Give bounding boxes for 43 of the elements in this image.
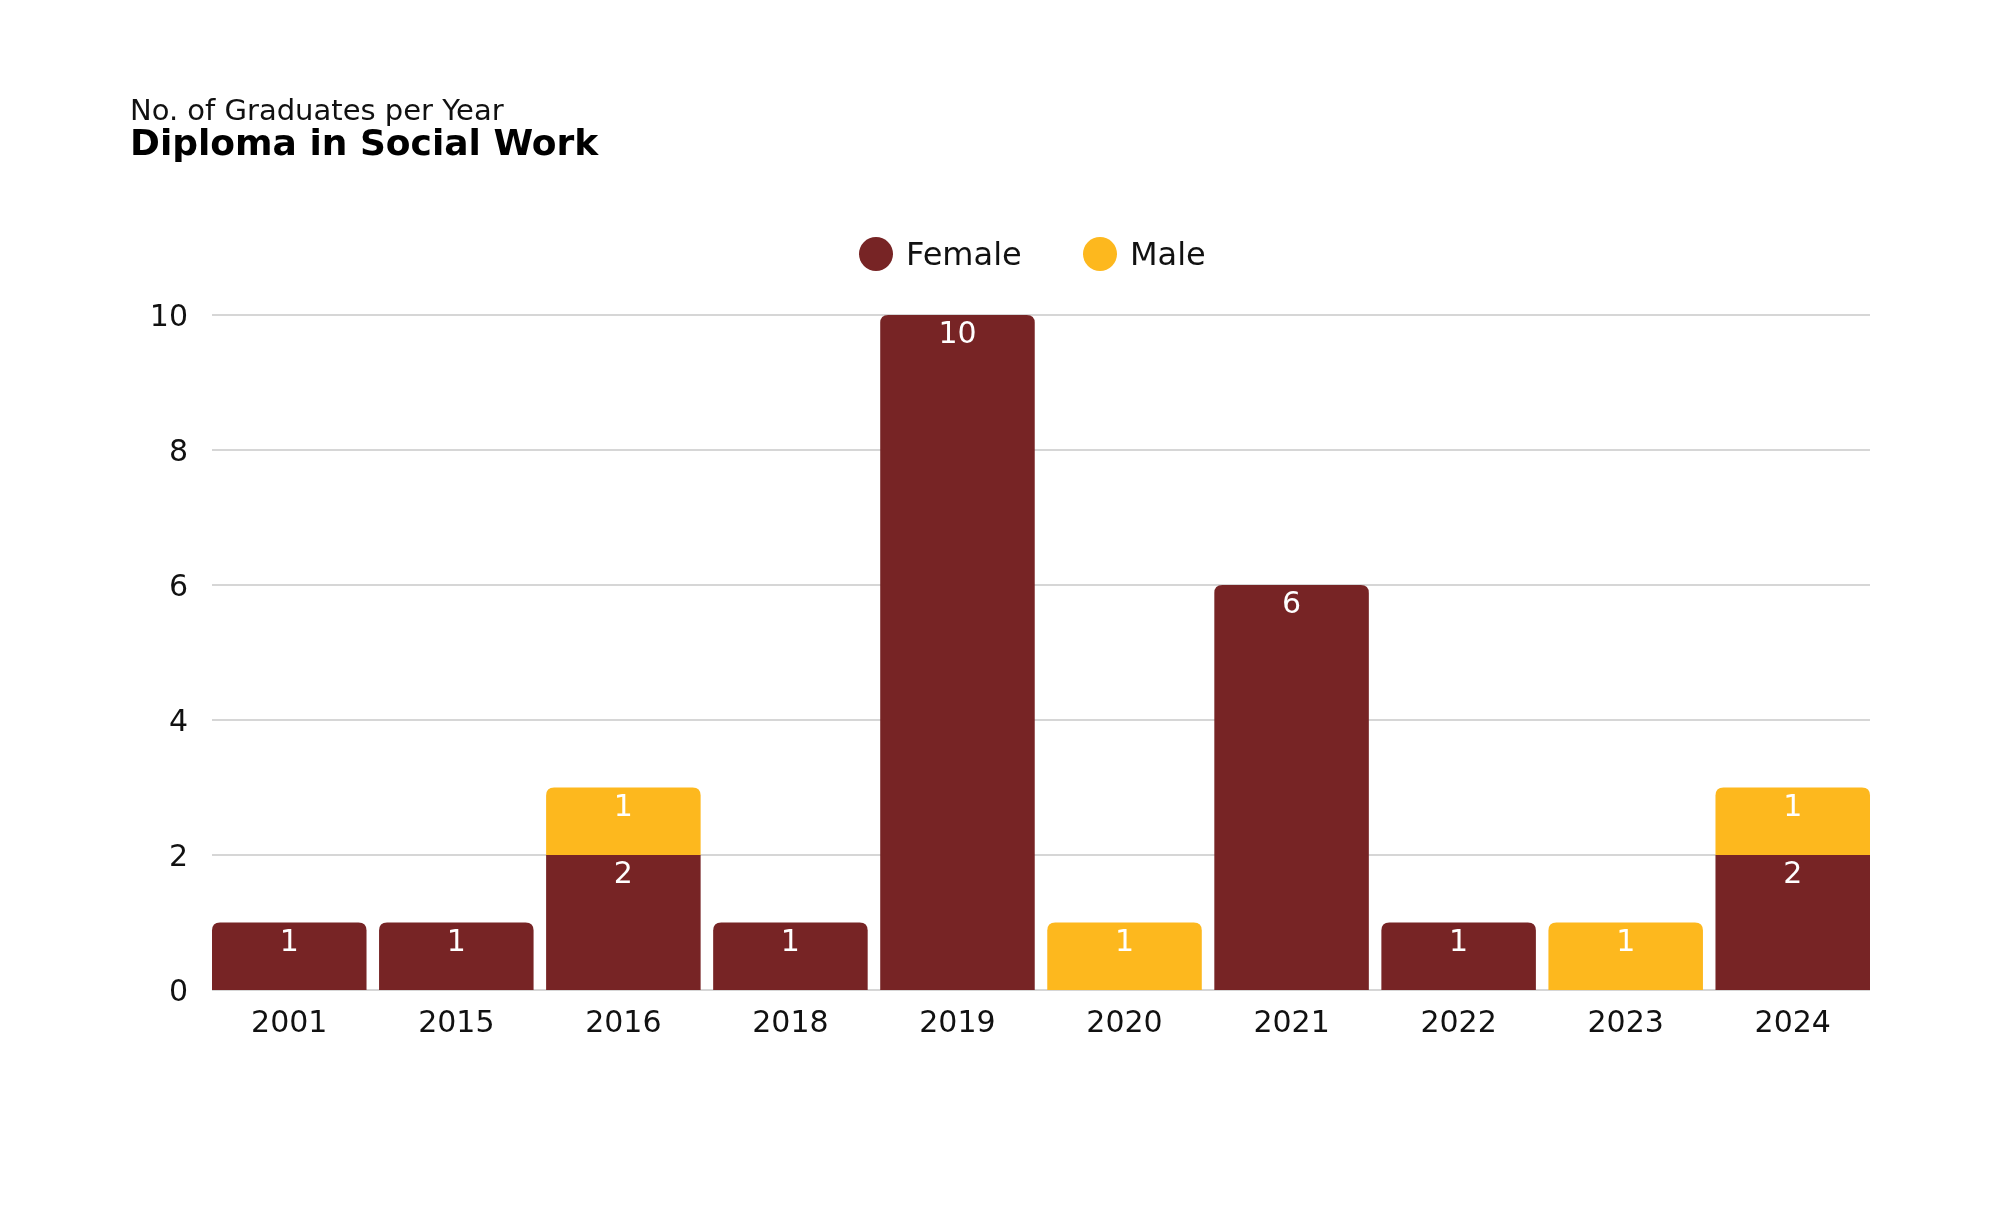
data-label: 1 <box>613 787 633 823</box>
x-tick-label: 2024 <box>1754 1004 1831 1039</box>
data-label: 1 <box>780 922 800 958</box>
data-label: 10 <box>938 315 977 350</box>
data-label: 2 <box>613 855 633 890</box>
x-tick-label: 2023 <box>1587 1004 1664 1039</box>
data-label: 1 <box>1114 922 1135 958</box>
x-tick-label: 2020 <box>1086 1004 1163 1039</box>
chart-subtitle: No. of Graduates per Year <box>130 93 504 127</box>
data-label: 1 <box>279 922 299 958</box>
bar <box>1047 922 1202 990</box>
bar <box>713 922 868 990</box>
data-label: 6 <box>1282 585 1302 620</box>
bar <box>1715 787 1870 855</box>
legend-label: Female <box>906 235 1022 273</box>
bar <box>1715 855 1870 990</box>
x-tick-label: 2015 <box>418 1004 495 1039</box>
bar <box>379 922 534 990</box>
x-tick-label: 2021 <box>1253 1004 1330 1039</box>
x-tick-label: 2001 <box>251 1004 328 1039</box>
y-tick-label: 6 <box>168 568 188 603</box>
data-label: 1 <box>1616 922 1636 958</box>
data-label: 1 <box>446 922 466 958</box>
bar <box>1548 922 1703 990</box>
data-label: 1 <box>1449 922 1469 958</box>
x-tick-label: 2016 <box>585 1004 662 1039</box>
data-label: 1 <box>1783 787 1803 823</box>
bar <box>1214 585 1369 990</box>
y-tick-label: 10 <box>149 298 188 333</box>
y-tick-label: 4 <box>168 703 188 738</box>
y-tick-label: 0 <box>168 973 188 1008</box>
x-tick-label: 2018 <box>752 1004 829 1039</box>
x-tick-label: 2019 <box>919 1004 996 1039</box>
bar <box>880 315 1035 990</box>
legend-label: Male <box>1130 235 1206 273</box>
bar <box>212 922 367 990</box>
data-label: 2 <box>1783 855 1803 890</box>
x-tick-label: 2022 <box>1420 1004 1497 1039</box>
bar <box>1381 922 1536 990</box>
bar <box>546 787 701 855</box>
bar <box>546 855 701 990</box>
y-tick-label: 2 <box>168 838 188 873</box>
y-tick-label: 8 <box>168 433 188 468</box>
